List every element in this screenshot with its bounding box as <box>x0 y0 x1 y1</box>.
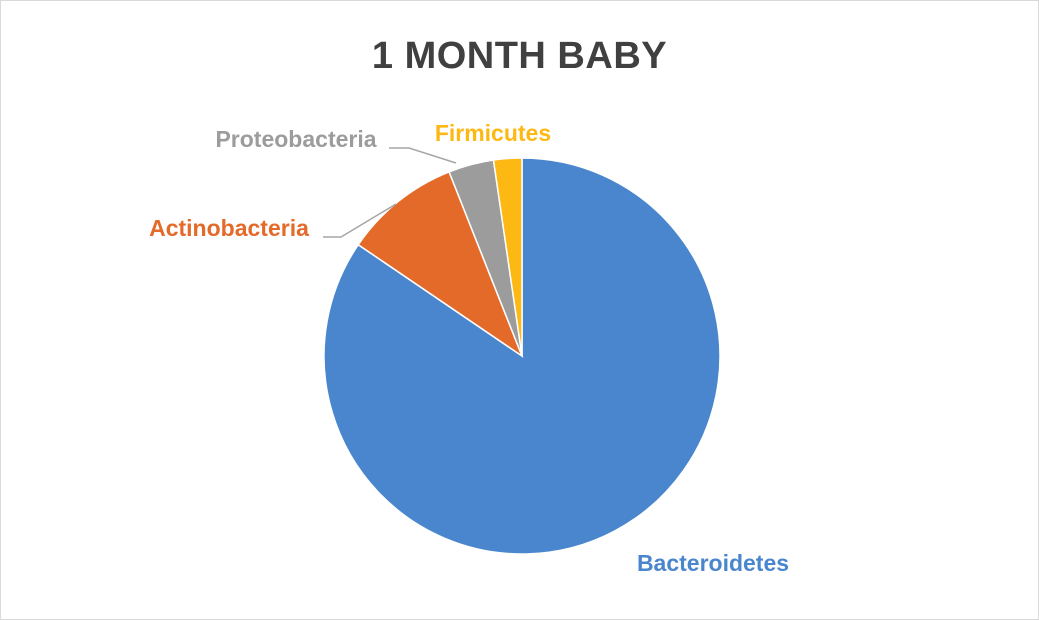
chart-title: 1 MONTH BABY <box>371 35 668 77</box>
pie-slice-actinobacteria <box>357 170 524 358</box>
slice-label-firmicutes: Firmicutes <box>435 120 551 146</box>
pie-slices <box>323 157 721 555</box>
pie-slice-firmicutes <box>492 157 523 357</box>
slice-label-bacteroidetes: Bacteroidetes <box>637 550 789 576</box>
slice-labels: Bacteroidetes Actinobacteria Proteobacteri… <box>149 120 789 576</box>
leader-line-actinobacteria <box>323 203 397 238</box>
slice-label-proteobacteria: Proteobacteria <box>215 126 376 152</box>
leader-line-proteobacteria <box>389 147 457 164</box>
leader-lines <box>323 147 457 238</box>
slice-label-actinobacteria: Actinobacteria <box>149 215 309 241</box>
